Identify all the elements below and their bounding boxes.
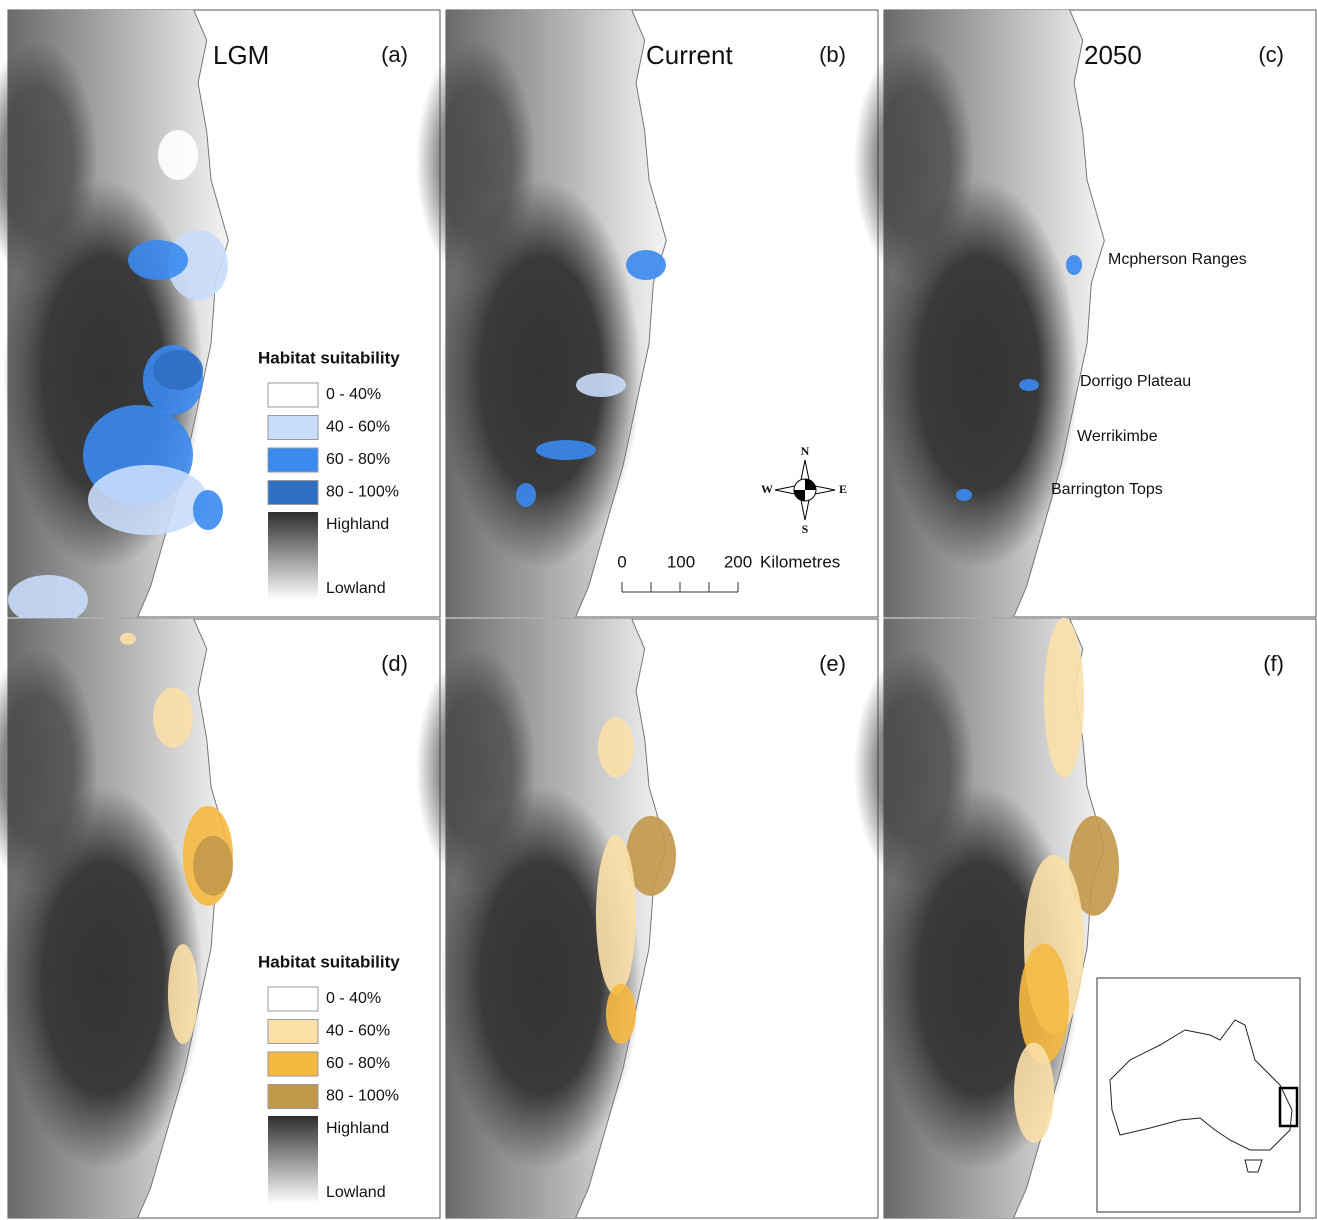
panel-title: 2050 [1084, 40, 1142, 70]
legend-swatch [268, 416, 318, 440]
panel-title: LGM [213, 40, 269, 70]
scale-label: 0 [617, 552, 626, 571]
suitability-area [1044, 618, 1084, 778]
suitability-area [536, 440, 596, 460]
panel-title: Current [646, 40, 733, 70]
legend-swatch [268, 1052, 318, 1076]
suitability-area [193, 490, 223, 530]
legend-label: 40 - 60% [326, 419, 390, 436]
legend-label: 0 - 40% [326, 990, 381, 1007]
suitability-area [606, 984, 636, 1044]
place-name: Werrikimbe [1077, 428, 1158, 445]
suitability-area [158, 130, 198, 180]
legend-label: 80 - 100% [326, 1088, 399, 1105]
suitability-area [128, 240, 188, 280]
suitability-area [626, 250, 666, 280]
suitability-area [1019, 379, 1039, 391]
legend-label: 80 - 100% [326, 484, 399, 501]
place-name: Mcpherson Ranges [1108, 251, 1247, 268]
suitability-area [153, 350, 203, 390]
compass-letter: E [839, 482, 847, 496]
suitability-area [168, 944, 198, 1044]
legend-label: Lowland [326, 580, 386, 597]
highland [416, 40, 536, 283]
legend-label: 60 - 80% [326, 451, 390, 468]
suitability-area [598, 717, 634, 777]
legend-title: Habitat suitability [258, 952, 400, 971]
legend-label: Highland [326, 516, 389, 533]
legend-swatch [268, 1085, 318, 1109]
panel-label: (a) [381, 42, 408, 67]
suitability-area [193, 836, 233, 896]
place-name: Barrington Tops [1051, 481, 1163, 498]
place-name: Dorrigo Plateau [1080, 373, 1191, 390]
suitability-area [153, 688, 193, 748]
legend-swatch [268, 448, 318, 472]
panel-label: (f) [1263, 651, 1284, 676]
figure: (a) LGM (b) Current (c) 2050 (d) (e) (f) Habitat … [0, 0, 1317, 1220]
compass-letter: N [801, 444, 810, 458]
legend-label: Highland [326, 1120, 389, 1137]
panel-label: (b) [819, 42, 846, 67]
legend-label: 0 - 40% [326, 386, 381, 403]
elevation-ramp [268, 512, 318, 600]
legend-label: Lowland [326, 1184, 386, 1201]
suitability-area [1066, 255, 1082, 275]
suitability-area [8, 575, 88, 625]
highland [416, 649, 536, 889]
suitability-area [956, 489, 972, 501]
suitability-area [88, 465, 208, 535]
compass-letter: W [761, 482, 773, 496]
legend-swatch [268, 1020, 318, 1044]
legend-swatch [268, 383, 318, 407]
suitability-area [1019, 944, 1069, 1064]
compass-letter: S [802, 522, 809, 536]
legend-swatch [268, 481, 318, 505]
legend-label: 60 - 80% [326, 1055, 390, 1072]
scale-unit: Kilometres [760, 552, 840, 571]
suitability-area [516, 483, 536, 507]
legend-label: 40 - 60% [326, 1023, 390, 1040]
panel-label: (d) [381, 651, 408, 676]
legend-swatch [268, 987, 318, 1011]
elevation-ramp [268, 1116, 318, 1204]
scale-label: 200 [724, 552, 752, 571]
panel-label: (c) [1258, 42, 1284, 67]
suitability-area [1014, 1043, 1054, 1143]
map-panel: (c) 2050 [854, 10, 1316, 617]
map-panel: (b) Current [416, 10, 878, 617]
scale-label: 100 [667, 552, 695, 571]
highland [854, 40, 974, 283]
legend-title: Habitat suitability [258, 348, 400, 367]
panel-label: (e) [819, 651, 846, 676]
map-panel: (e) [416, 619, 878, 1218]
suitability-area [596, 835, 636, 995]
suitability-area [576, 373, 626, 397]
highland [854, 649, 974, 889]
suitability-area [120, 633, 136, 645]
